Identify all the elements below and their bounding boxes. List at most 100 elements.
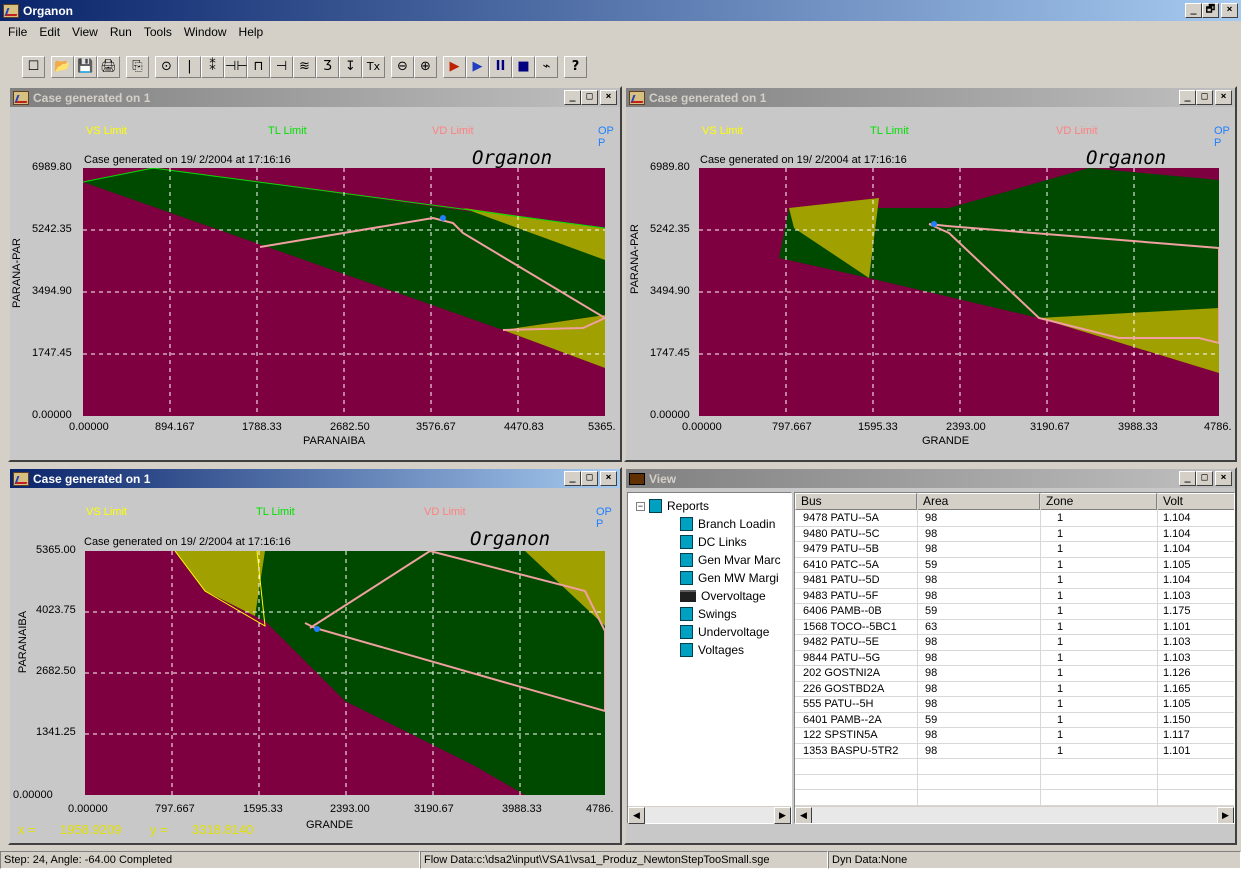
- cell-zone[interactable]: 1: [1057, 527, 1064, 540]
- plot-window-1-minimize-button[interactable]: _: [564, 90, 581, 105]
- plot-window-3-maximize-button[interactable]: □: [581, 471, 598, 486]
- cell-area[interactable]: 63: [925, 620, 938, 633]
- scroll-left-icon[interactable]: ◀: [795, 807, 812, 823]
- copy-icon[interactable]: ⎘: [126, 56, 149, 78]
- cell-bus[interactable]: 9482 PATU--5E: [803, 636, 880, 648]
- app-restore-button[interactable]: 🗗: [1202, 3, 1219, 18]
- cell-bus[interactable]: 6410 PATC--5A: [803, 558, 880, 571]
- grid-horizontal-scrollbar[interactable]: ◀ ▶: [795, 806, 1234, 823]
- tree-item-overvoltage[interactable]: Overvoltage: [680, 589, 766, 603]
- tree-item-gen-mw-margin[interactable]: Gen MW Margi: [680, 571, 779, 585]
- chart-icon[interactable]: ⌁: [535, 56, 558, 78]
- cell-zone[interactable]: 1: [1057, 698, 1064, 710]
- breaker-icon[interactable]: ⊣: [270, 56, 293, 78]
- cell-area[interactable]: 98: [925, 512, 938, 524]
- bus-icon[interactable]: |: [178, 56, 201, 78]
- transformer-icon[interactable]: Ʒ: [316, 56, 339, 78]
- nomogram-plot-2[interactable]: [699, 168, 1219, 416]
- capacitor-icon[interactable]: ⊣⊢: [224, 56, 248, 78]
- cell-bus[interactable]: 122 SPSTIN5A: [803, 729, 878, 741]
- cell-area[interactable]: 98: [925, 527, 938, 540]
- plot-window-2-minimize-button[interactable]: _: [1179, 90, 1196, 105]
- cell-volt[interactable]: 1.165: [1163, 682, 1191, 695]
- menu-tools[interactable]: Tools: [143, 25, 172, 39]
- cell-bus[interactable]: 9478 PATU--5A: [803, 512, 880, 524]
- arrow-down-icon[interactable]: ↧: [339, 56, 362, 78]
- cell-zone[interactable]: 1: [1057, 558, 1064, 571]
- cell-bus[interactable]: 6401 PAMB--2A: [803, 713, 882, 726]
- view-window-titlebar[interactable]: View _ □ ×: [626, 469, 1235, 488]
- cell-zone[interactable]: 1: [1057, 713, 1064, 726]
- plot-window-3-close-button[interactable]: ×: [600, 471, 617, 486]
- menu-window[interactable]: Window: [183, 25, 227, 39]
- menu-edit[interactable]: Edit: [39, 25, 61, 39]
- menu-run[interactable]: Run: [109, 25, 132, 39]
- view-window-maximize-button[interactable]: □: [1196, 471, 1213, 486]
- plot-window-2-maximize-button[interactable]: □: [1196, 90, 1213, 105]
- tree-item-voltages[interactable]: Voltages: [680, 643, 744, 657]
- cell-area[interactable]: 98: [925, 651, 938, 664]
- run-step-icon[interactable]: ▶: [466, 56, 489, 78]
- pause-icon[interactable]: II: [489, 56, 512, 78]
- nomogram-plot-1[interactable]: [83, 168, 605, 416]
- collapse-icon[interactable]: −: [636, 500, 645, 511]
- cell-volt[interactable]: 1.105: [1163, 558, 1191, 571]
- cell-volt[interactable]: 1.104: [1163, 527, 1191, 540]
- cell-area[interactable]: 59: [925, 605, 938, 617]
- zoom-out-icon[interactable]: ⊖: [391, 56, 414, 78]
- plot-window-1-titlebar[interactable]: Case generated on 1 _ □ ×: [10, 88, 620, 107]
- cell-volt[interactable]: 1.103: [1163, 636, 1191, 648]
- cell-volt[interactable]: 1.103: [1163, 651, 1191, 664]
- plot-window-1-maximize-button[interactable]: □: [581, 90, 598, 105]
- cell-volt[interactable]: 1.104: [1163, 574, 1191, 586]
- cell-area[interactable]: 59: [925, 713, 938, 726]
- cell-volt[interactable]: 1.126: [1163, 667, 1191, 679]
- cell-bus[interactable]: 1568 TOCO--5BC1: [803, 620, 897, 633]
- help-icon[interactable]: ?: [564, 56, 587, 78]
- column-header-volt[interactable]: Volt: [1157, 493, 1234, 510]
- column-header-zone[interactable]: Zone: [1040, 493, 1157, 510]
- cell-area[interactable]: 98: [925, 667, 938, 679]
- cell-volt[interactable]: 1.150: [1163, 713, 1191, 726]
- reports-tree[interactable]: − Reports Branch Loadin DC Links Gen Mva…: [627, 492, 792, 824]
- plot-window-3-titlebar[interactable]: Case generated on 1 _ □ ×: [10, 469, 620, 488]
- view-window[interactable]: View _ □ × − Reports Branch Loadin DC Li…: [624, 467, 1237, 845]
- cell-bus[interactable]: 9483 PATU--5F: [803, 589, 879, 602]
- cell-bus[interactable]: 9481 PATU--5D: [803, 574, 880, 586]
- cell-area[interactable]: 59: [925, 558, 938, 571]
- tree-item-gen-mvar-margin[interactable]: Gen Mvar Marc: [680, 553, 781, 567]
- cell-zone[interactable]: 1: [1057, 620, 1064, 633]
- cell-volt[interactable]: 1.175: [1163, 605, 1191, 617]
- cell-area[interactable]: 98: [925, 543, 938, 555]
- tree-item-swings[interactable]: Swings: [680, 607, 737, 621]
- cell-bus[interactable]: 9480 PATU--5C: [803, 527, 880, 540]
- cell-bus[interactable]: 9479 PATU--5B: [803, 543, 880, 555]
- cell-bus[interactable]: 9844 PATU--5G: [803, 651, 881, 664]
- cell-area[interactable]: 98: [925, 682, 938, 695]
- cell-bus[interactable]: 6406 PAMB--0B: [803, 605, 882, 617]
- generator-icon[interactable]: ⊙: [155, 56, 178, 78]
- cell-zone[interactable]: 1: [1057, 651, 1064, 664]
- scroll-left-icon[interactable]: ◀: [628, 807, 645, 824]
- menu-file[interactable]: File: [8, 25, 28, 39]
- view-window-close-button[interactable]: ×: [1215, 471, 1232, 486]
- cell-area[interactable]: 98: [925, 574, 938, 586]
- cell-volt[interactable]: 1.104: [1163, 512, 1191, 524]
- nomogram-plot-3[interactable]: [85, 551, 605, 795]
- tree-root-reports[interactable]: − Reports: [636, 499, 709, 513]
- menu-view[interactable]: View: [72, 25, 98, 39]
- run-icon[interactable]: ▶: [443, 56, 466, 78]
- cell-volt[interactable]: 1.117: [1163, 729, 1190, 741]
- save-icon[interactable]: 💾: [74, 56, 97, 78]
- cell-area[interactable]: 98: [925, 729, 938, 741]
- tree-item-branch-loading[interactable]: Branch Loadin: [680, 517, 775, 531]
- cell-zone[interactable]: 1: [1057, 667, 1064, 679]
- plot-window-2-titlebar[interactable]: Case generated on 1 _ □ ×: [626, 88, 1235, 107]
- cell-zone[interactable]: 1: [1057, 543, 1064, 555]
- column-header-bus[interactable]: Bus: [795, 493, 917, 510]
- cell-volt[interactable]: 1.101: [1163, 620, 1191, 633]
- cell-volt[interactable]: 1.103: [1163, 589, 1191, 602]
- menu-help[interactable]: Help: [238, 25, 264, 39]
- plot-window-2-close-button[interactable]: ×: [1215, 90, 1232, 105]
- cell-bus[interactable]: 226 GOSTBD2A: [803, 682, 885, 695]
